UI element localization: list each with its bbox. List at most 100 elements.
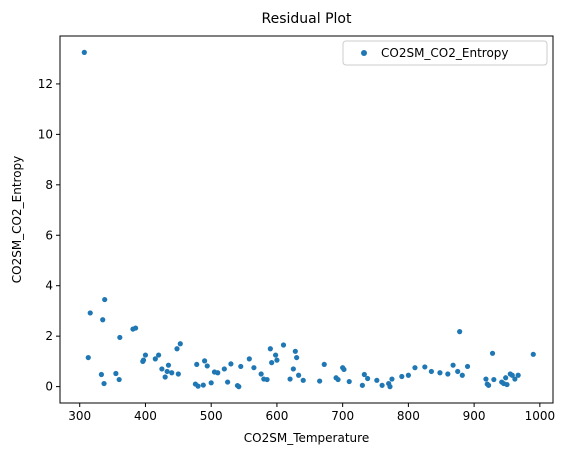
data-point (365, 375, 371, 382)
plot-frame (59, 35, 554, 404)
data-point (489, 350, 496, 356)
data-point (459, 372, 465, 378)
x-tick-label: 700 (331, 409, 354, 423)
data-point (238, 363, 244, 370)
data-point (335, 376, 341, 383)
data-point (98, 371, 105, 378)
data-point (483, 376, 489, 382)
data-point (296, 372, 302, 378)
data-point (387, 384, 393, 390)
data-point (346, 378, 352, 385)
data-point (512, 376, 518, 382)
data-point (437, 370, 443, 376)
legend: CO2SM_CO2_Entropy (342, 40, 548, 66)
data-point (204, 363, 210, 369)
chart-title: Residual Plot (262, 11, 352, 27)
data-point (100, 317, 106, 323)
data-point (175, 371, 181, 377)
data-point (164, 368, 170, 375)
data-point (374, 377, 380, 383)
data-point (202, 358, 208, 364)
x-tick-label: 500 (200, 409, 223, 423)
data-point (422, 364, 428, 370)
data-point (177, 341, 183, 347)
data-point (156, 352, 162, 358)
legend-box (342, 40, 548, 66)
data-point (457, 329, 463, 335)
y-tick-label: 2 (45, 329, 53, 343)
data-point (491, 376, 497, 383)
y-tick-label: 0 (45, 380, 53, 394)
data-point (503, 375, 509, 381)
data-point (215, 370, 221, 376)
data-point (504, 381, 510, 388)
legend-marker (361, 50, 367, 56)
data-point (132, 325, 139, 331)
data-point (142, 352, 149, 358)
data-point (412, 365, 418, 371)
y-tick-label: 6 (45, 228, 53, 242)
data-point (101, 380, 107, 387)
data-point (140, 357, 147, 363)
data-point (152, 356, 158, 362)
data-point (464, 363, 471, 370)
data-point (399, 373, 405, 380)
data-point (208, 380, 214, 386)
data-point (225, 379, 231, 385)
data-point (294, 354, 300, 361)
data-point (200, 382, 206, 388)
data-point (85, 354, 91, 361)
data-point (117, 334, 123, 341)
data-point (195, 383, 201, 389)
data-point (300, 377, 306, 383)
data-point (287, 376, 293, 382)
data-point (274, 357, 280, 363)
data-point (509, 372, 515, 378)
y-axis: 0 2 4 6 8 10 12 (38, 77, 60, 394)
data-point (267, 346, 273, 352)
data-point (264, 376, 270, 383)
data-point (258, 371, 264, 377)
data-point (162, 374, 168, 380)
y-tick-label: 12 (38, 77, 53, 91)
x-tick-label: 800 (397, 409, 420, 423)
x-tick-label: 300 (68, 409, 91, 423)
data-point (455, 368, 461, 375)
data-point (361, 371, 367, 378)
x-axis-title: CO2SM_Temperature (244, 431, 369, 445)
data-point (321, 361, 327, 368)
y-axis-title: CO2SM_CO2_Entropy (10, 156, 24, 284)
y-tick-label: 8 (45, 178, 53, 192)
data-point (236, 384, 242, 390)
data-point (485, 382, 492, 388)
data-point (159, 366, 165, 372)
data-point (359, 382, 365, 388)
data-point (280, 342, 287, 348)
data-point (228, 361, 234, 367)
x-tick-label: 900 (463, 409, 486, 423)
data-point (389, 376, 395, 382)
x-axis: 300 400 500 600 700 800 900 1000 (68, 403, 555, 423)
y-tick-label: 10 (38, 127, 53, 141)
data-point (194, 361, 200, 368)
data-point (174, 346, 180, 352)
data-point (379, 382, 385, 388)
data-point (450, 362, 456, 368)
data-point (165, 362, 172, 368)
data-point (251, 365, 257, 371)
points-layer (81, 49, 536, 390)
x-tick-label: 400 (134, 409, 157, 423)
data-point (269, 360, 275, 366)
data-point (81, 49, 87, 55)
data-point (169, 370, 175, 376)
legend-label: CO2SM_CO2_Entropy (381, 46, 509, 60)
x-tick-label: 1000 (525, 409, 556, 423)
data-point (87, 310, 93, 316)
data-point (405, 372, 411, 378)
data-point (292, 348, 298, 354)
data-point (116, 376, 122, 383)
data-point (290, 366, 296, 372)
data-point (246, 356, 252, 362)
